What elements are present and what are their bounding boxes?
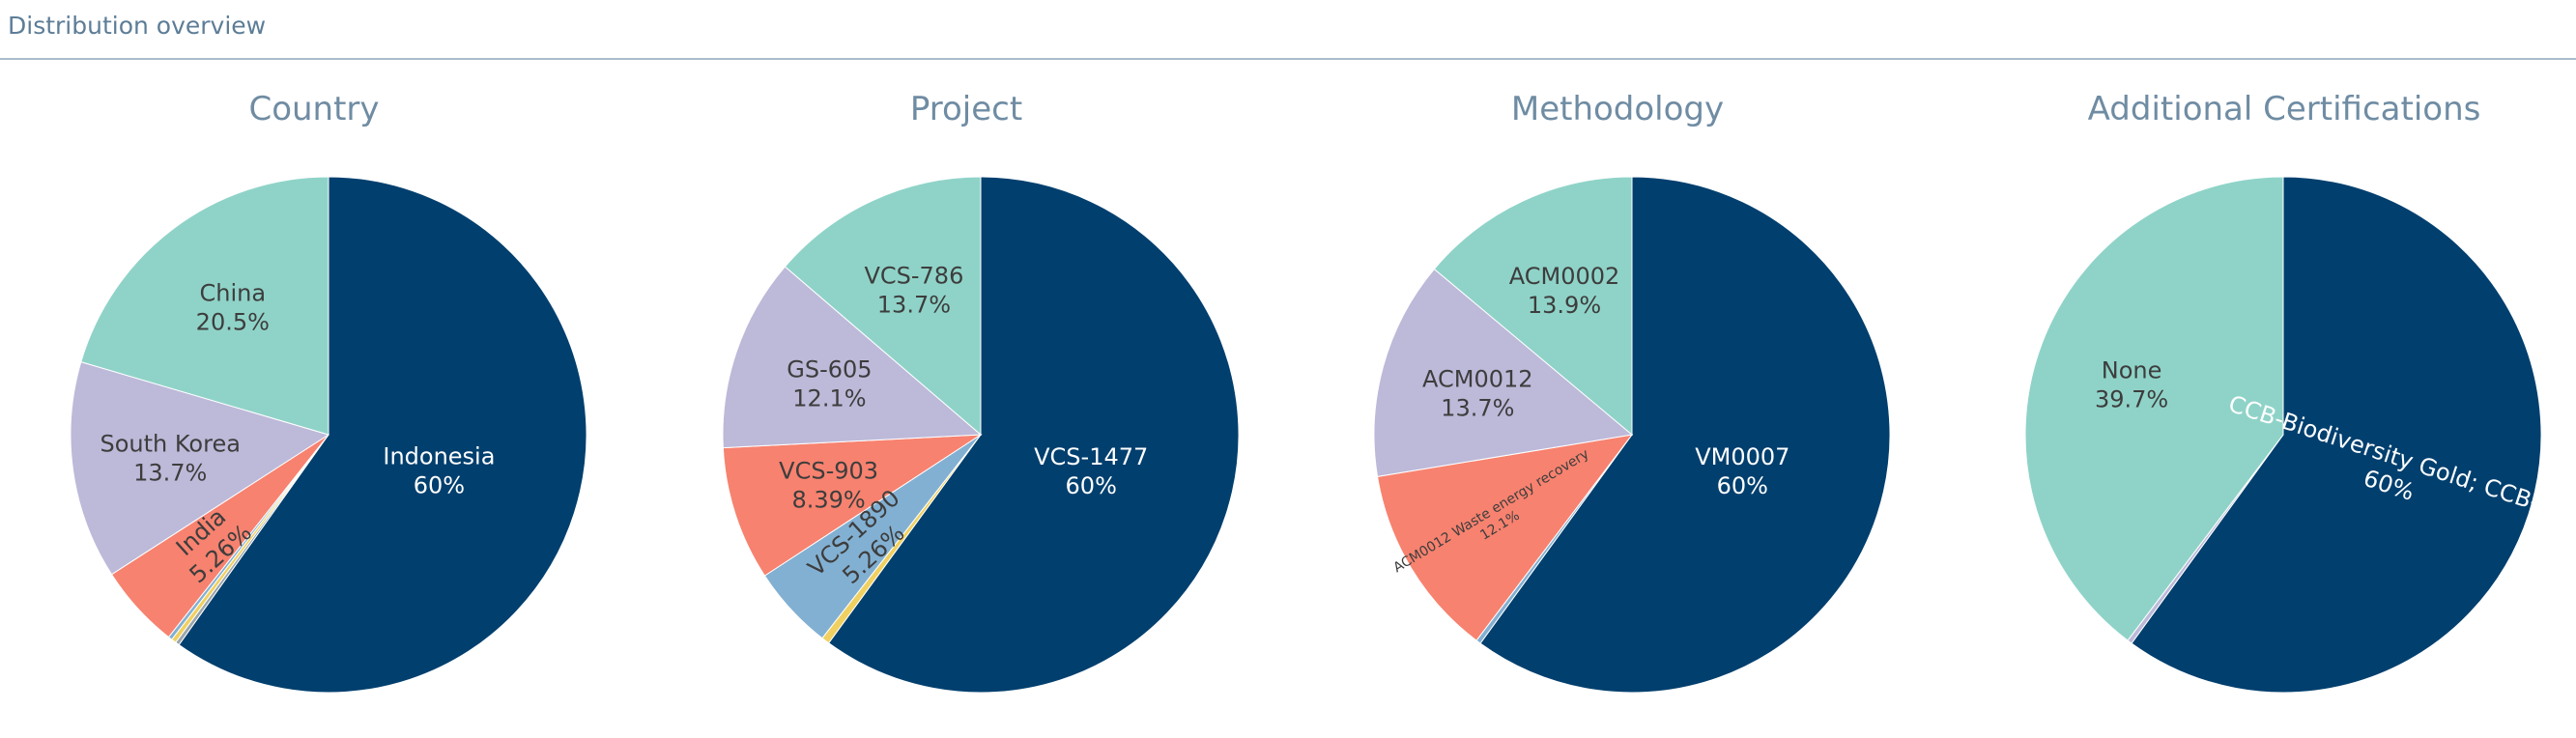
pie-slices-certifications [2024, 176, 2542, 694]
pie-chart-certifications: Additional Certifications CCB-Biodiversi… [2024, 90, 2570, 694]
slice-name: GS-605 [787, 356, 872, 383]
pie-slices-project [722, 176, 1240, 694]
pie-chart-methodology: Methodology VM0007 60%ACM0012 Waste energ… [1373, 90, 1891, 694]
pie-slices-methodology [1373, 176, 1891, 694]
slice-label-methodology-acm0012: ACM0012 13.7% [1422, 365, 1533, 421]
slice-percent: 13.9% [1528, 292, 1601, 319]
pie-slice-project-vcs-786 [784, 176, 982, 437]
slice-percent: 60% [414, 472, 465, 499]
chart-title-country: Country [248, 90, 379, 128]
slice-label-project-vcs-903: VCS-903 8.39% [779, 457, 878, 513]
pie-slice-methodology-acm0012-waste-energy-recovery [1376, 434, 1634, 641]
pie-slice-country-south-korea [70, 361, 330, 576]
pie-chart-country: Country Indonesia 60%India5.26%South Kore… [70, 90, 587, 694]
slice-name: VM0007 [1695, 443, 1789, 470]
slice-name: China [200, 280, 267, 307]
pie-slice-certifications-none [2024, 176, 2284, 641]
slice-percent: 20.5% [196, 309, 270, 336]
page-header: Distribution overview [0, 0, 2576, 60]
slice-name: South Korea [100, 431, 240, 458]
pie-slice-country-indonesia [178, 176, 587, 694]
pie-slice-country-china [80, 176, 329, 436]
slice-label-certifications-none: None 39.7% [2095, 356, 2168, 412]
chart-title-project: Project [910, 90, 1022, 128]
slice-name: Indonesia [383, 443, 495, 470]
slice-label-project-vcs-786: VCS-786 13.7% [864, 263, 963, 319]
chart-title-methodology: Methodology [1511, 90, 1724, 128]
slice-label-country-china: China 20.5% [196, 280, 270, 336]
slice-name: ACM0012 [1422, 365, 1533, 392]
slice-name: VCS-903 [779, 457, 878, 484]
slice-percent: 60% [1066, 472, 1117, 499]
slice-label-methodology-acm0002: ACM0002 13.9% [1509, 263, 1620, 319]
slice-percent: 60% [1717, 472, 1768, 499]
slice-percent: 39.7% [2095, 385, 2168, 412]
slice-label-project-gs-605: GS-605 12.1% [787, 356, 872, 412]
slice-name: None [2102, 356, 2162, 383]
slice-label-country-indonesia: Indonesia 60% [383, 443, 495, 499]
slice-name: ACM0002 [1509, 263, 1620, 290]
slice-percent: 13.7% [1441, 394, 1514, 421]
chart-title-certifications: Additional Certifications [2088, 90, 2481, 128]
pie-slice-methodology-acm0012 [1373, 268, 1634, 477]
slice-label-methodology-vm0007: VM0007 60% [1695, 443, 1789, 499]
slice-percent: 13.7% [877, 292, 951, 319]
pie-chart-project: Project VCS-1477 60%VCS-18905.26%VCS-903 8… [722, 90, 1240, 694]
pie-slices-country [70, 176, 587, 694]
page-title: Distribution overview [8, 12, 267, 40]
slice-name: VCS-786 [864, 263, 963, 290]
slice-name: VCS-1477 [1034, 443, 1148, 470]
slice-percent: 8.39% [791, 486, 865, 513]
pie-slice-certifications-ccb-biodiversity-gold-ccb-cli [2131, 176, 2542, 694]
slice-percent: 12.1% [792, 385, 866, 412]
slice-label-project-vcs-1477: VCS-1477 60% [1034, 443, 1148, 499]
slice-label-country-south-korea: South Korea 13.7% [100, 431, 240, 487]
slice-percent: 13.7% [133, 460, 207, 487]
pie-slice-methodology-acm0002 [1433, 176, 1633, 437]
pie-slice-project-gs-605 [722, 266, 983, 449]
pie-slice-project-vcs-903 [722, 434, 983, 577]
pie-slice-methodology-vm0007 [1479, 176, 1891, 694]
pie-slice-project-vcs-1477 [827, 176, 1240, 694]
